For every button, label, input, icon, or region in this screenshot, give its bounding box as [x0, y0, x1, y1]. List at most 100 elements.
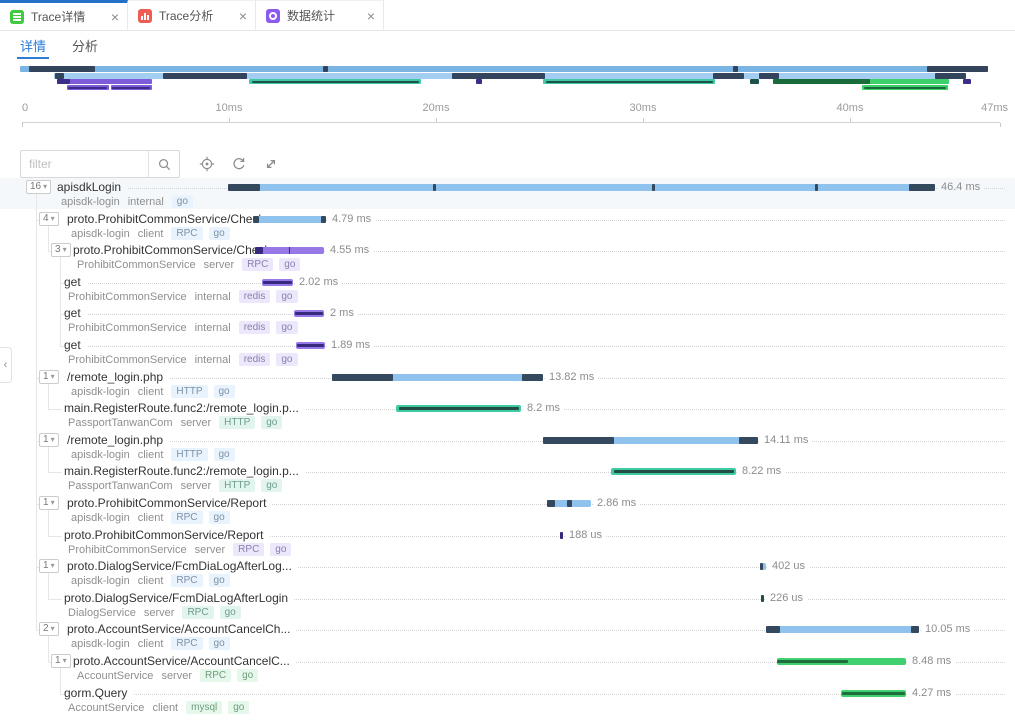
- self-time-segment: [521, 374, 543, 381]
- duration-label: 4.55 ms: [326, 244, 374, 257]
- expand-collapse-badge[interactable]: 1 ▾: [39, 496, 59, 510]
- duration-label: 13.82 ms: [545, 371, 599, 384]
- duration-label: 1.89 ms: [327, 339, 375, 352]
- span-bar[interactable]: [760, 563, 766, 570]
- tab-data-statistics[interactable]: 数据统计 ×: [256, 0, 384, 30]
- trace-row[interactable]: proto.DialogService/FcmDiaLogAfterLogin 2…: [0, 589, 1015, 620]
- span-bar[interactable]: [332, 374, 543, 381]
- minimap-bar-segment: [935, 73, 966, 79]
- expand-collapse-badge[interactable]: 1 ▾: [51, 654, 71, 668]
- trace-row[interactable]: 1 ▾ /remote_login.php 14.11 ms apisdk-login c…: [0, 431, 1015, 462]
- span-bar[interactable]: [228, 184, 935, 191]
- span-bar[interactable]: [841, 690, 906, 697]
- trace-row[interactable]: main.RegisterRoute.func2:/remote_login.p…: [0, 462, 1015, 493]
- refresh-button[interactable]: [231, 156, 247, 172]
- trace-row[interactable]: get 2.02 ms ProhibitCommonService internal r…: [0, 273, 1015, 304]
- trace-row[interactable]: 1 ▾ proto.AccountService/AccountCancelC...…: [0, 652, 1015, 683]
- span-bar[interactable]: [761, 595, 764, 602]
- trace-row[interactable]: 4 ▾ proto.ProhibitCommonService/Check 4.79 …: [0, 210, 1015, 241]
- span-bar[interactable]: [255, 247, 324, 254]
- tab-trace-analysis[interactable]: Trace分析 ×: [128, 0, 256, 30]
- close-icon[interactable]: ×: [238, 7, 247, 24]
- trace-row[interactable]: 2 ▾ proto.AccountService/AccountCancelCh..…: [0, 620, 1015, 651]
- service-name: apisdk-login: [71, 228, 130, 240]
- tag-badge: HTTP: [171, 448, 208, 461]
- span-name: proto.AccountService/AccountCancelCh...: [67, 622, 297, 636]
- expand-collapse-badge[interactable]: 3 ▾: [51, 243, 71, 257]
- duration-label: 226 us: [766, 592, 808, 605]
- span-bar[interactable]: [543, 437, 758, 444]
- span-kind: internal: [194, 354, 231, 366]
- search-button[interactable]: [148, 151, 179, 177]
- expand-collapse-badge[interactable]: 1 ▾: [39, 559, 59, 573]
- leader-line: [67, 567, 1005, 568]
- tab-trace-detail[interactable]: Trace详情 ×: [0, 0, 128, 30]
- leader-line: [73, 662, 1005, 663]
- expand-collapse-badge[interactable]: 16 ▾: [26, 180, 52, 194]
- tag-badge: go: [208, 511, 230, 524]
- close-icon[interactable]: ×: [366, 7, 375, 24]
- trace-row[interactable]: proto.ProhibitCommonService/Report 188 us…: [0, 526, 1015, 557]
- trace-row[interactable]: 16 ▾ apisdkLogin 46.4 ms apisdk-login interna…: [0, 178, 1015, 209]
- subtab-detail[interactable]: 详情: [16, 31, 50, 59]
- trace-row[interactable]: get 1.89 ms ProhibitCommonService internal r…: [0, 336, 1015, 367]
- axis-tick-label: 40ms: [836, 102, 864, 114]
- span-bar[interactable]: [262, 279, 293, 286]
- trace-row[interactable]: gorm.Query 4.27 ms AccountService client mys…: [0, 684, 1015, 715]
- span-kind: server: [161, 670, 192, 682]
- close-icon[interactable]: ×: [110, 8, 119, 25]
- trace-row[interactable]: 1 ▾ proto.ProhibitCommonService/Report 2.86…: [0, 494, 1015, 525]
- span-bar[interactable]: [253, 216, 326, 223]
- trace-row[interactable]: get 2 ms ProhibitCommonService internal redi…: [0, 304, 1015, 335]
- tree-guide-line: [48, 384, 49, 410]
- tree-guide-line: [48, 409, 62, 410]
- expand-collapse-badge[interactable]: 1 ▾: [39, 433, 59, 447]
- span-kind: client: [137, 575, 164, 587]
- span-bar[interactable]: [611, 468, 736, 475]
- trace-row[interactable]: 1 ▾ proto.DialogService/FcmDiaLogAfterLog.…: [0, 557, 1015, 588]
- expand-collapse-badge[interactable]: 1 ▾: [39, 370, 59, 384]
- minimap-bar-segment: [750, 79, 759, 84]
- subtab-analysis[interactable]: 分析: [72, 38, 99, 54]
- span-bar[interactable]: [547, 500, 591, 507]
- tree-guide-line: [48, 636, 49, 663]
- expand-icon: [266, 159, 276, 169]
- span-bar[interactable]: [560, 532, 563, 539]
- span-bar[interactable]: [294, 310, 324, 317]
- axis-tick-mark: [436, 118, 437, 122]
- span-meta: ProhibitCommonService internal redis go: [68, 321, 304, 335]
- span-bar[interactable]: [777, 658, 906, 665]
- self-time-segment: [566, 500, 573, 507]
- trace-row[interactable]: main.RegisterRoute.func2:/remote_login.p…: [0, 399, 1015, 430]
- tree-guide-line: [36, 194, 37, 631]
- tag-badge: go: [171, 195, 193, 208]
- span-name: proto.ProhibitCommonService/Report: [67, 496, 273, 510]
- self-time-segment: [228, 184, 260, 191]
- span-kind: server: [180, 480, 212, 492]
- tree-guide-line: [48, 599, 62, 600]
- tree-guide-line: [36, 441, 40, 442]
- expand-collapse-badge[interactable]: 4 ▾: [39, 212, 59, 226]
- expand-collapse-badge[interactable]: 2 ▾: [39, 622, 59, 636]
- span-kind: server: [180, 417, 212, 429]
- duration-label: 4.79 ms: [328, 213, 376, 226]
- trace-row[interactable]: 1 ▾ /remote_login.php 13.82 ms apisdk-login c…: [0, 368, 1015, 399]
- sub-tab-bar: 详情 分析: [0, 31, 98, 59]
- self-time-segment: [543, 437, 614, 444]
- expand-button[interactable]: [263, 156, 279, 172]
- self-time-segment: [908, 184, 935, 191]
- minimap-bar-segment: [57, 79, 153, 84]
- self-time-segment: [294, 312, 324, 315]
- trace-row[interactable]: 3 ▾ proto.ProhibitCommonService/Check 4.55 …: [0, 241, 1015, 272]
- tree-guide-line: [36, 220, 40, 221]
- span-bar[interactable]: [396, 405, 521, 412]
- minimap-bar-segment: [28, 66, 96, 72]
- span-bar[interactable]: [766, 626, 919, 633]
- filter-input[interactable]: [21, 151, 148, 177]
- locate-target-button[interactable]: [199, 156, 215, 172]
- tag-badge: redis: [238, 321, 271, 334]
- trace-minimap[interactable]: [20, 66, 1000, 92]
- tree-guide-line: [60, 314, 64, 315]
- span-bar[interactable]: [296, 342, 325, 349]
- collapse-panel-handle[interactable]: ‹: [0, 347, 12, 383]
